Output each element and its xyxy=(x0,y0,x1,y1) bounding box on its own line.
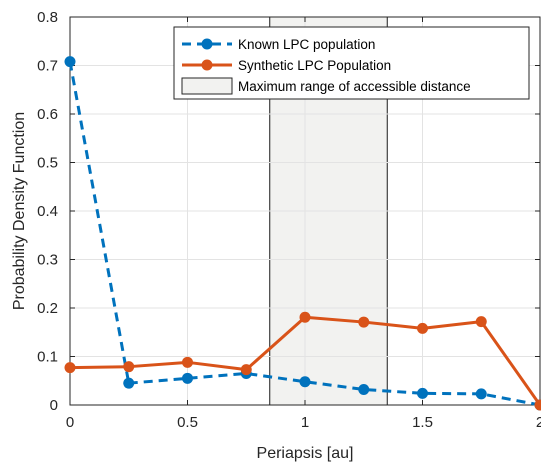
legend-synthetic-marker xyxy=(201,59,213,71)
synthetic-series-point xyxy=(534,399,541,411)
y-tick-label: 0.7 xyxy=(37,58,58,75)
y-tick-label: 0.8 xyxy=(37,9,58,26)
synthetic-series-point xyxy=(182,356,193,368)
legend-known-label: Known LPC population xyxy=(238,37,375,52)
y-tick-label: 0 xyxy=(50,397,58,414)
known-series-point xyxy=(182,372,193,384)
legend-known-marker xyxy=(201,38,213,50)
y-axis-label: Probability Density Function xyxy=(11,112,28,310)
synthetic-series-point xyxy=(123,361,135,373)
known-series-point xyxy=(299,376,311,388)
x-axis-label: Periapsis [au] xyxy=(257,445,354,462)
synthetic-series-point xyxy=(240,364,252,376)
known-series-point xyxy=(123,377,135,389)
legend-box xyxy=(173,26,530,100)
known-series-point xyxy=(475,388,487,400)
synthetic-series-point xyxy=(358,316,370,328)
x-tick-label: 1.5 xyxy=(412,414,433,431)
y-tick-label: 0.6 xyxy=(37,106,58,123)
x-tick-label: 2 xyxy=(536,414,541,431)
synthetic-series-point xyxy=(475,316,487,328)
synthetic-series-point xyxy=(64,362,76,374)
y-tick-label: 0.3 xyxy=(37,252,58,269)
known-series-point xyxy=(64,56,76,68)
x-tick-label: 0 xyxy=(66,414,74,431)
legend: Known LPC population Synthetic LPC Popula… xyxy=(173,26,530,100)
synthetic-series-point xyxy=(299,311,311,323)
synthetic-series-point xyxy=(417,322,428,334)
known-series-line xyxy=(68,61,131,384)
y-tick-label: 0.1 xyxy=(37,349,58,366)
y-tick-label: 0.5 xyxy=(37,155,58,172)
known-series-point xyxy=(358,383,370,395)
legend-region-swatch xyxy=(181,77,233,95)
known-series-line xyxy=(128,371,541,407)
legend-synthetic-label: Synthetic LPC Population xyxy=(238,58,391,73)
known-series-point xyxy=(417,387,428,399)
legend-region-label: Maximum range of accessible distance xyxy=(238,79,471,94)
y-tick-label: 0.2 xyxy=(37,300,58,317)
y-tick-label: 0.4 xyxy=(37,203,58,220)
x-tick-label: 1 xyxy=(301,414,309,431)
x-tick-label: 0.5 xyxy=(177,414,198,431)
